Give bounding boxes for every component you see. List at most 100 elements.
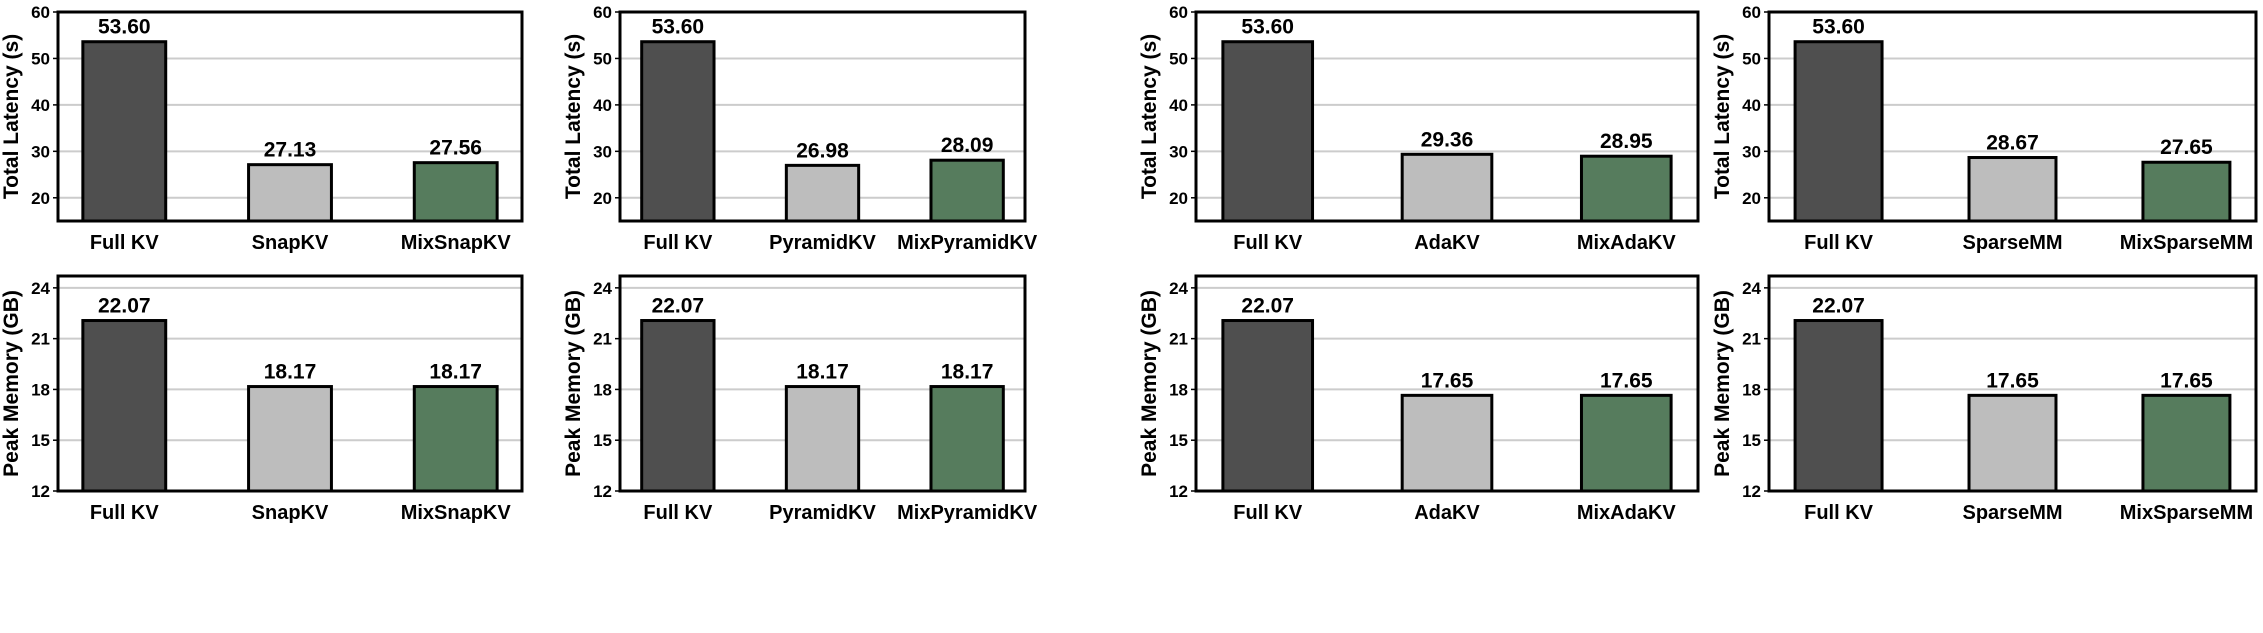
bar-full-kv — [1221, 40, 1315, 223]
y-tick-label: 20 — [31, 189, 50, 208]
x-tick-label: SnapKV — [252, 502, 329, 524]
y-tick-label: 60 — [31, 3, 50, 22]
x-tick-label: PyramidKV — [769, 232, 876, 254]
bar-snapkv — [247, 385, 333, 493]
data-label: 22.07 — [652, 295, 705, 318]
y-tick-label: 30 — [31, 142, 50, 161]
x-tick-label: MixSparseMM — [2120, 232, 2253, 254]
bar-mixsnapkv — [412, 161, 499, 223]
bar-adakv — [1400, 393, 1494, 493]
axes-frame — [1767, 10, 2258, 223]
axes-frame — [618, 274, 1027, 493]
y-tick-label: 15 — [1742, 431, 1761, 450]
y-tick-label: 24 — [1169, 279, 1188, 298]
data-label: 53.60 — [1241, 16, 1294, 39]
x-tick-label: MixAdaKV — [1577, 502, 1677, 524]
y-tick-label: 40 — [593, 96, 612, 115]
data-label: 18.17 — [796, 361, 849, 384]
x-tick-label: MixSparseMM — [2120, 502, 2253, 524]
x-tick-label: Full KV — [1804, 502, 1874, 524]
bar-mixpyramidkv — [929, 158, 1005, 223]
axes-frame — [1194, 10, 1700, 223]
data-label: 22.07 — [1812, 295, 1865, 318]
bar-mixadakv — [1579, 154, 1673, 223]
x-tick-label: SparseMM — [1962, 502, 2062, 524]
data-label: 28.67 — [1986, 132, 2039, 155]
data-label: 22.07 — [1241, 295, 1294, 318]
y-tick-label: 21 — [1742, 330, 1761, 349]
data-label: 27.56 — [429, 137, 482, 160]
y-tick-label: 24 — [593, 279, 612, 298]
subplot-3: 20 30 40 50 60 53.60 Full KV 29.36 AdaKV 28.95 Mix… — [1138, 3, 1700, 254]
axes-frame — [56, 274, 524, 493]
bar-full-kv — [640, 40, 716, 223]
data-label: 17.65 — [2160, 369, 2213, 392]
y-tick-label: 20 — [1169, 189, 1188, 208]
y-tick-label: 30 — [1169, 142, 1188, 161]
x-tick-label: PyramidKV — [769, 502, 876, 524]
bar-full-kv — [1793, 40, 1884, 223]
y-tick-label: 40 — [31, 96, 50, 115]
bar-mixsnapkv — [412, 385, 499, 493]
bar-sparsemm — [1967, 156, 2058, 223]
y-tick-label: 12 — [593, 482, 612, 501]
data-label: 27.65 — [2160, 136, 2213, 159]
bar-sparsemm — [1967, 393, 2058, 493]
y-tick-label: 30 — [1742, 142, 1761, 161]
y-axis-label: Peak Memory (GB) — [562, 290, 585, 477]
data-label: 26.98 — [796, 139, 849, 162]
y-tick-label: 12 — [31, 482, 50, 501]
x-tick-label: Full KV — [1804, 232, 1874, 254]
y-tick-label: 20 — [1742, 189, 1761, 208]
data-label: 18.17 — [429, 361, 482, 384]
axes-frame — [1767, 274, 2258, 493]
subplot-6: 12 15 18 21 24 22.07 Full KV 18.17 PyramidKV 18.1… — [562, 274, 1038, 524]
bar-adakv — [1400, 152, 1494, 223]
x-tick-label: AdaKV — [1414, 502, 1480, 524]
data-label: 29.36 — [1421, 128, 1474, 151]
y-tick-label: 50 — [1742, 49, 1761, 68]
x-tick-label: SparseMM — [1962, 232, 2062, 254]
data-label: 17.65 — [1600, 369, 1653, 392]
y-tick-label: 12 — [1169, 482, 1188, 501]
x-tick-label: MixAdaKV — [1577, 232, 1677, 254]
data-label: 27.13 — [264, 139, 317, 162]
x-tick-label: Full KV — [643, 232, 713, 254]
x-tick-label: Full KV — [1233, 232, 1303, 254]
y-tick-label: 50 — [593, 49, 612, 68]
y-tick-label: 12 — [1742, 482, 1761, 501]
data-label: 18.17 — [941, 361, 994, 384]
data-label: 53.60 — [1812, 16, 1865, 39]
y-tick-label: 60 — [1742, 3, 1761, 22]
x-tick-label: Full KV — [1233, 502, 1303, 524]
y-axis-label: Total Latency (s) — [1138, 34, 1161, 199]
axes-frame — [618, 10, 1027, 223]
x-tick-label: SnapKV — [252, 232, 329, 254]
y-tick-label: 24 — [31, 279, 50, 298]
y-axis-label: Peak Memory (GB) — [1138, 290, 1161, 477]
y-tick-label: 15 — [1169, 431, 1188, 450]
data-label: 17.65 — [1986, 369, 2039, 392]
bar-full-kv — [640, 319, 716, 493]
bar-mixpyramidkv — [929, 385, 1005, 493]
x-tick-label: Full KV — [643, 502, 713, 524]
bar-full-kv — [81, 40, 168, 223]
y-tick-label: 21 — [1169, 330, 1188, 349]
bar-mixsparsemm — [2141, 160, 2232, 223]
bar-full-kv — [81, 319, 168, 493]
subplot-8: 12 15 18 21 24 22.07 Full KV 17.65 SparseMM 17.65… — [1711, 274, 2258, 524]
subplot-2: 20 30 40 50 60 53.60 Full KV 26.98 PyramidKV 28.0… — [562, 3, 1038, 254]
x-tick-label: MixSnapKV — [401, 232, 512, 254]
x-tick-label: MixPyramidKV — [897, 232, 1038, 254]
y-tick-label: 50 — [31, 49, 50, 68]
data-label: 28.09 — [941, 134, 994, 157]
x-tick-label: MixSnapKV — [401, 502, 512, 524]
subplot-5: 12 15 18 21 24 22.07 Full KV 18.17 SnapKV 18.17 Mi… — [0, 274, 524, 524]
y-axis-label: Total Latency (s) — [0, 34, 23, 199]
bar-snapkv — [247, 163, 333, 223]
bar-mixsparsemm — [2141, 393, 2232, 493]
y-tick-label: 18 — [31, 380, 50, 399]
y-tick-label: 18 — [593, 380, 612, 399]
data-label: 22.07 — [98, 295, 151, 318]
